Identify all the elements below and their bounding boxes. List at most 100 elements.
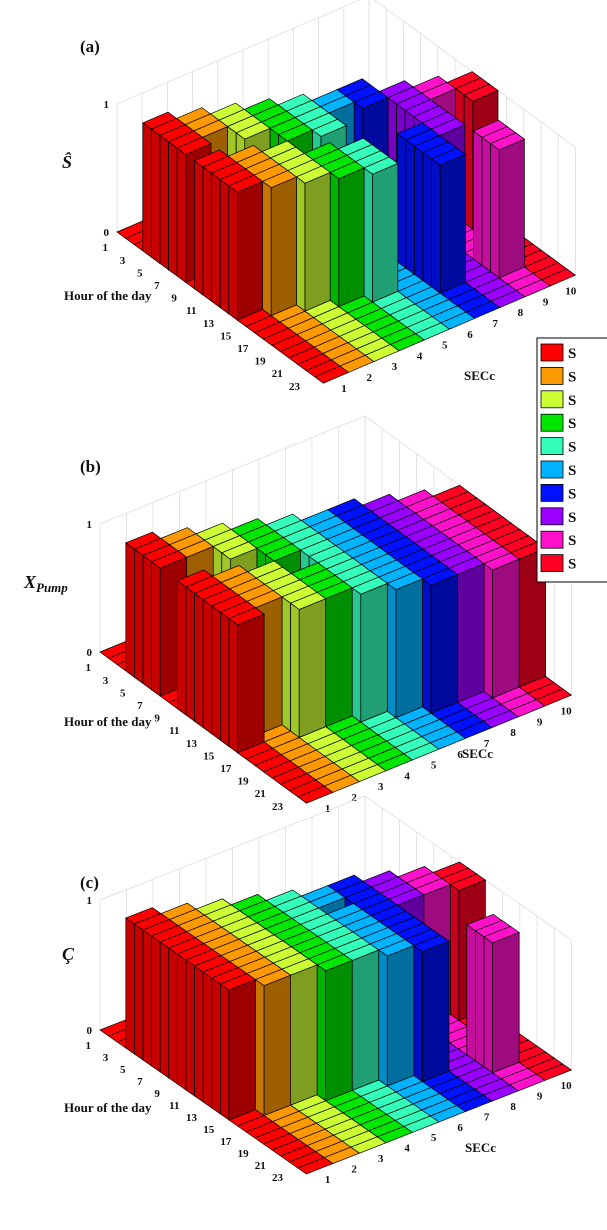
- bar-s1-h24: [297, 785, 334, 804]
- secc-tick-label: 1: [325, 1174, 331, 1186]
- legend-item: S: [540, 437, 576, 456]
- legend-item: S: [540, 530, 576, 549]
- secc-tick-label: 4: [404, 770, 410, 782]
- bar-s9-h21: [489, 132, 526, 279]
- z-axis-label: XPump: [23, 572, 68, 595]
- secc-tick-label: 8: [518, 307, 524, 319]
- secc-tick-label: 5: [431, 1132, 437, 1144]
- legend-label: S: [568, 533, 576, 549]
- legend-item: S: [540, 343, 576, 362]
- secc-tick-label: 5: [442, 340, 448, 352]
- legend-label: S: [568, 510, 576, 526]
- hour-tick-label: 1: [103, 242, 109, 254]
- secc-tick-label: 9: [537, 1091, 543, 1103]
- panel-label: (a): [80, 37, 100, 56]
- secc-tick-label: 8: [510, 727, 516, 739]
- legend-item: S: [540, 413, 576, 432]
- hour-tick-label: 13: [186, 738, 198, 750]
- secc-tick-label: 2: [351, 1163, 357, 1175]
- bar-s1-h24: [297, 1157, 334, 1175]
- bar-s6-h18: [377, 939, 415, 1087]
- secc-tick-label: 4: [404, 1143, 410, 1155]
- legend-swatch: [540, 483, 564, 502]
- hour-tick-label: 23: [289, 381, 301, 393]
- hour-tick-label: 21: [255, 788, 266, 800]
- hour-tick-label: 3: [103, 1052, 109, 1064]
- legend-swatch: [540, 366, 564, 385]
- panel-label: (b): [80, 457, 101, 476]
- z-tick-label: 1: [104, 99, 110, 111]
- y-axis-label: SECc: [464, 368, 495, 383]
- secc-tick-label: 1: [341, 383, 347, 395]
- secc-tick-label: 9: [543, 296, 549, 308]
- bar-s3-h17: [289, 592, 327, 739]
- bar-s2-h16: [254, 968, 292, 1117]
- legend-label: S: [568, 440, 576, 456]
- bar-s2-h15: [261, 170, 298, 317]
- secc-tick-label: 6: [457, 749, 463, 761]
- bar-s9-h21: [483, 926, 520, 1074]
- bar-s1-h15: [219, 973, 257, 1121]
- hour-tick-label: 15: [220, 330, 232, 342]
- hour-tick-label: 1: [86, 1040, 92, 1052]
- hour-tick-label: 17: [237, 343, 249, 355]
- legend-label: S: [568, 393, 576, 409]
- z-tick-label: 0: [104, 227, 110, 239]
- x-axis-label: Hour of the day: [64, 714, 152, 729]
- bar-s5-h18: [363, 156, 399, 303]
- legend-swatch: [540, 390, 564, 409]
- hour-tick-label: 5: [120, 687, 126, 699]
- y-axis-label: SECc: [465, 1140, 496, 1155]
- bar-s7-h20: [430, 147, 467, 294]
- secc-tick-label: 10: [561, 706, 573, 718]
- secc-tick-label: 3: [378, 781, 384, 793]
- hour-tick-label: 9: [154, 1088, 160, 1100]
- legend-swatch: [540, 413, 564, 432]
- z-tick-label: 1: [87, 895, 93, 907]
- secc-tick-label: 7: [492, 318, 498, 330]
- legend-swatch: [540, 530, 564, 549]
- hour-tick-label: 7: [154, 280, 160, 292]
- secc-tick-label: 5: [431, 760, 437, 772]
- legend-item: S: [540, 483, 576, 502]
- secc-tick-label: 2: [351, 792, 357, 804]
- hour-tick-label: 21: [255, 1160, 266, 1172]
- x-axis-label: Hour of the day: [64, 1100, 152, 1115]
- hour-tick-label: 3: [103, 675, 109, 687]
- bars: [116, 71, 577, 384]
- hour-tick-label: 17: [220, 1136, 232, 1148]
- legend-label: S: [568, 416, 576, 432]
- hour-tick-label: 15: [203, 750, 215, 762]
- secc-tick-label: 1: [325, 803, 331, 815]
- legend-swatch: [540, 437, 564, 456]
- legend-item: S: [540, 507, 576, 526]
- hour-tick-label: 5: [120, 1064, 126, 1076]
- secc-tick-label: 2: [366, 372, 372, 384]
- hour-tick-label: 11: [169, 1100, 179, 1112]
- z-axis-label: Ŝ: [62, 151, 72, 172]
- hour-tick-label: 7: [137, 1076, 143, 1088]
- bars: [99, 861, 573, 1175]
- secc-tick-label: 4: [417, 350, 423, 362]
- hour-tick-label: 7: [137, 700, 143, 712]
- y-axis-label: SECc: [462, 746, 493, 761]
- bar-s1-h24: [314, 365, 350, 384]
- bar-s7-h19: [413, 934, 450, 1083]
- secc-tick-label: 7: [484, 1111, 490, 1123]
- bars: [99, 484, 573, 804]
- hour-tick-label: 13: [203, 318, 215, 330]
- z-tick-label: 0: [87, 647, 93, 659]
- hour-tick-label: 13: [186, 1112, 198, 1124]
- hour-tick-label: 9: [154, 713, 160, 725]
- legend-item: S: [540, 554, 576, 573]
- secc-tick-label: 3: [392, 361, 398, 373]
- hour-tick-label: 19: [238, 776, 250, 788]
- hour-tick-label: 21: [272, 368, 283, 380]
- hour-tick-label: 11: [169, 725, 179, 737]
- secc-tick-label: 7: [484, 738, 490, 750]
- secc-tick-label: 10: [561, 1080, 573, 1092]
